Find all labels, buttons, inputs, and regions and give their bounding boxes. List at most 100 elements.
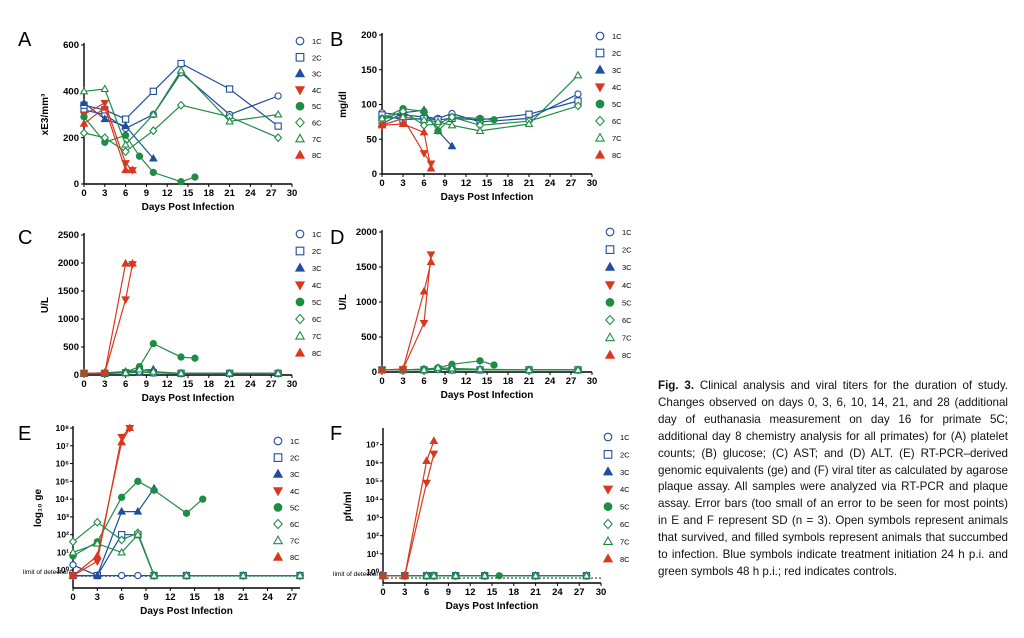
data-point [79,98,89,106]
data-point [121,121,130,130]
series-line [381,117,432,164]
legend: 1C 2C 3C 4C 5C 6C 7C 8C [594,31,622,160]
legend-marker [295,313,305,325]
y-tick-label: 0 [74,179,79,190]
y-tick-label: 10³ [367,512,379,522]
data-point [149,168,157,177]
data-point [117,433,126,442]
legend-label: 5C [312,298,322,307]
x-tick-label: 9 [144,188,149,199]
data-point [134,571,142,580]
y-tick-label: 10⁰ [56,565,69,575]
legend-marker [605,227,615,237]
legend-label: 7C [620,537,630,546]
legend-label: 2C [620,450,630,459]
legend-marker [273,503,283,512]
legend-item-3c: 3C [594,64,622,75]
x-tick-label: 27 [574,587,585,598]
legend-marker [594,64,606,74]
legend-marker [295,52,305,62]
x-tick-label: 21 [224,188,235,199]
x-tick-label: 6 [421,376,426,387]
legend-item-8c: 8C [294,149,322,160]
legend-label: 6C [620,520,630,529]
panel-label: E [18,423,31,445]
y-axis-label: U/L [40,297,51,313]
data-point [295,570,305,579]
series-5c [80,113,199,186]
series-line [381,123,432,169]
legend-label: 6C [312,315,322,324]
legend-item-2c: 2C [295,246,322,256]
legend-label: 3C [620,468,630,477]
legend: 1C 2C 3C 4C 5C 6C 7C 8C [294,36,322,160]
y-tick-label: 500 [63,342,79,353]
legend-item-8c: 8C [602,553,630,564]
legend-item-4c: 4C [602,485,630,495]
y-axis-label: xE3/mm³ [40,93,51,135]
data-point [117,547,126,556]
x-tick-label: 6 [123,379,128,390]
data-point [475,364,485,373]
x-tick-label: 18 [204,188,215,199]
data-point [117,437,126,446]
x-tick-label: 21 [524,178,535,189]
y-tick-label: 0 [372,169,377,180]
x-tick-label: 3 [402,587,407,598]
data-point [573,101,583,111]
legend-item-6c: 6C [603,518,630,530]
legend-item-7c: 7C [294,133,322,144]
data-point [378,571,388,579]
x-tick-label: 0 [70,592,75,603]
series-8c [378,436,439,579]
legend-item-7c: 7C [272,535,300,546]
data-point [79,119,89,127]
legend-marker [602,553,614,563]
legend-label: 1C [612,32,622,41]
x-tick-label: 12 [461,376,472,387]
y-axis-label: mg/dl [338,91,349,118]
data-point [274,122,282,130]
data-point [92,558,102,567]
data-point [133,506,143,515]
data-point [377,365,387,373]
legend-item-1c: 1C [273,436,300,446]
legend-label: 4C [612,83,622,92]
y-tick-label: 200 [63,133,79,144]
panel-label: D [330,227,344,249]
data-point [426,251,436,260]
data-point [273,109,283,118]
y-axis-label: U/L [338,294,349,310]
y-tick-label: 1000 [356,297,377,308]
legend-marker [273,453,283,462]
series-8c [377,257,436,373]
legend-item-1c: 1C [295,36,322,46]
chart-panel-f: F 0 3 6 9 12 15 18 21 24 27 30 10⁰ 10¹ 10² 10³ 10⁴ 10⁵ 10⁶… [330,423,630,612]
x-tick-label: 24 [545,178,556,189]
legend-marker [603,450,613,459]
legend-item-8c: 8C [272,551,300,562]
x-tick-label: 9 [446,587,451,598]
legend-marker [295,101,305,111]
data-point [419,127,429,136]
x-tick-label: 9 [143,592,148,603]
legend-label: 7C [612,134,622,143]
data-point [176,65,186,74]
x-tick-label: 15 [183,188,194,199]
data-point [225,368,234,377]
series-line [83,116,196,183]
data-point [148,366,158,375]
legend-item-4c: 4C [594,83,622,93]
data-point [419,150,429,158]
panel-label: A [18,29,32,51]
x-tick-label: 18 [503,178,514,189]
series-line [72,533,300,577]
y-tick-label: 10² [57,530,69,540]
y-tick-label: 0 [372,367,377,378]
data-point [398,364,408,373]
legend-label: 2C [312,53,322,62]
panel-label: F [330,423,342,445]
y-axis-label: pfu/ml [343,491,354,521]
x-axis-label: Days Post Infection [142,202,235,213]
legend-item-5c: 5C [603,502,630,512]
